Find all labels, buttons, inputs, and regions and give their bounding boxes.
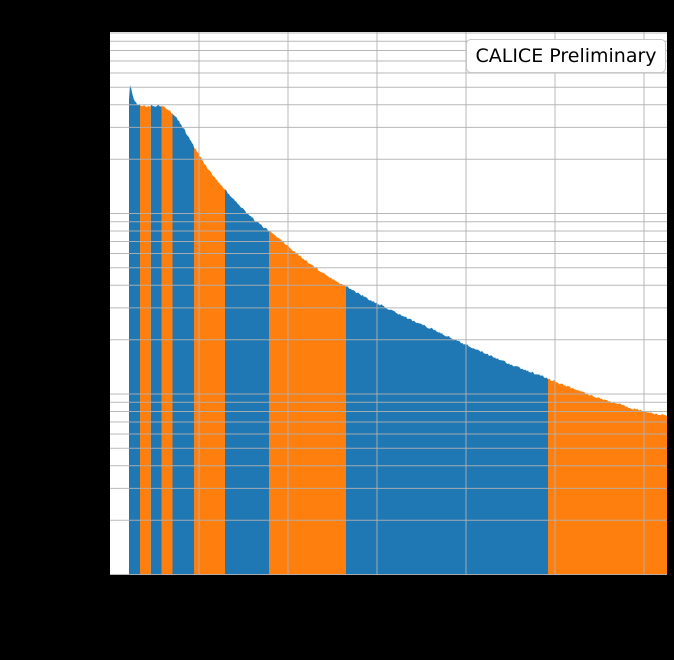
histogram-band-blue xyxy=(129,85,140,575)
annotation-box: CALICE Preliminary xyxy=(466,39,666,73)
annotation-label: CALICE Preliminary xyxy=(475,45,657,67)
histogram-band-blue xyxy=(172,113,194,575)
histogram-canvas xyxy=(110,32,667,575)
plot-area xyxy=(110,32,667,575)
histogram-band-blue xyxy=(346,286,548,575)
histogram-band-orange xyxy=(269,231,346,575)
histogram-band-orange xyxy=(548,378,667,575)
histogram-band-orange xyxy=(194,147,225,575)
histogram-band-blue xyxy=(225,189,269,575)
